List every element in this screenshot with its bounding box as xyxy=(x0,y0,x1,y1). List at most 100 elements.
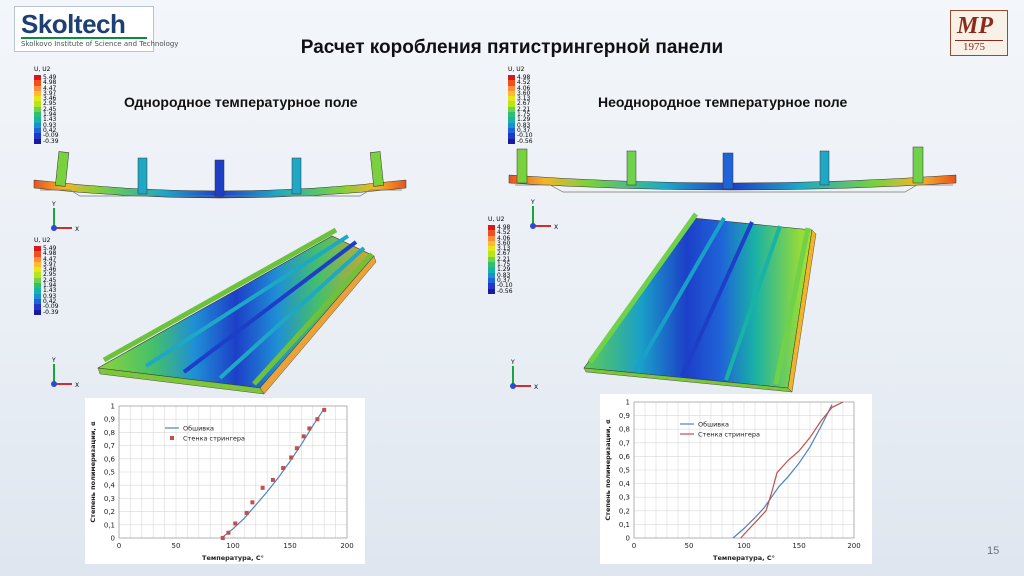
subtitle-nonuniform-field: Неоднородное температурное поле xyxy=(598,94,848,110)
legend-value: 4.47 xyxy=(43,255,57,263)
legend-swatch xyxy=(508,122,515,128)
legend-entry: 2.67 xyxy=(488,250,513,258)
legend-swatch xyxy=(34,277,41,284)
series-stringer-web-marker xyxy=(233,521,238,526)
legend-value: 4.06 xyxy=(497,234,511,242)
legend-value: 1.43 xyxy=(43,116,57,124)
legend-entry: 2.95 xyxy=(34,101,59,107)
y-tick-label: 0,6 xyxy=(619,453,631,461)
legend-entry: 4.47 xyxy=(34,84,59,92)
y-tick-label: 0,8 xyxy=(104,429,115,437)
series-stringer-web-marker xyxy=(307,426,312,431)
legend-value: 4.47 xyxy=(43,84,57,92)
chart-cure-degree-uniform: 0 0,1 0,2 0,3 0,4 0,5 0,6 0,7 0,8 0,9 1 0 50 100 150 20… xyxy=(85,398,365,564)
y-tick-label: 0,2 xyxy=(619,507,630,515)
legend-value: 2.67 xyxy=(497,250,511,258)
legend-entry: 1.29 xyxy=(508,116,533,124)
plot-frame xyxy=(633,401,855,539)
legend-swatch xyxy=(488,230,495,236)
series-stringer-web-marker xyxy=(270,477,275,482)
legend-swatch xyxy=(34,304,41,310)
legend-entry: -0.09 xyxy=(34,133,59,139)
legend-entry: -0.10 xyxy=(488,283,513,289)
legend-swatch xyxy=(508,90,515,97)
skoltech-underline xyxy=(21,37,147,39)
mp-logo: МР 1975 xyxy=(950,10,1008,56)
legend-swatch xyxy=(508,138,515,144)
legend-value: 1.29 xyxy=(517,116,531,124)
y-tick-label: 0,7 xyxy=(619,439,630,447)
mp-divider xyxy=(955,40,1003,41)
legend-swatch xyxy=(488,262,495,268)
y-tick-label: 0,3 xyxy=(619,494,630,502)
axis-triad-right-top: Y X xyxy=(530,199,558,231)
legend-swatch xyxy=(34,256,41,262)
legend-entry: 1.43 xyxy=(34,116,59,124)
legend-label: Стенка стрингера xyxy=(183,435,245,443)
y-tick-label: 0,5 xyxy=(619,467,630,475)
legend-entry: -0.39 xyxy=(34,309,59,315)
legend-entry: 0.93 xyxy=(34,293,59,299)
legend-swatch xyxy=(508,106,515,113)
y-tick-label: 1 xyxy=(626,399,630,407)
legend-swatch xyxy=(34,272,41,278)
legend-entry: 4.98 xyxy=(488,224,513,231)
legend-entry: 4.06 xyxy=(488,234,513,242)
panel-3d-nonuniform xyxy=(583,212,817,393)
x-tick-label: 100 xyxy=(226,542,239,550)
series-stringer-web-marker xyxy=(220,536,225,540)
legend-swatch xyxy=(508,85,515,91)
legend-entry: 2.21 xyxy=(488,256,513,262)
legend-swatch xyxy=(508,117,515,123)
legend-label: Обшивка xyxy=(183,425,214,433)
y-tick-label: 0,7 xyxy=(104,442,115,450)
axis-y-label: Y xyxy=(510,359,515,366)
legend-value: 3.46 xyxy=(43,95,57,103)
legend-swatch xyxy=(34,101,41,107)
legend-value: 5.49 xyxy=(43,245,57,252)
legend-value: 0.83 xyxy=(497,271,511,279)
legend-value: 2.95 xyxy=(43,271,57,279)
legend-value: 1.94 xyxy=(43,282,57,290)
color-legend-right-top: U, U2 4.98 4.52 4.06 3.60 3.13 2.67 2.21 1.75 1.2… xyxy=(508,67,533,144)
legend-entry: 0.83 xyxy=(488,271,513,279)
legend-swatch xyxy=(34,122,41,128)
x-tick-label: 0 xyxy=(117,542,121,550)
legend-value: 2.45 xyxy=(43,105,57,113)
x-tick-label: 150 xyxy=(283,542,296,550)
legend-entry: 1.94 xyxy=(34,282,59,290)
legend-swatch xyxy=(34,133,41,139)
legend-value: 3.60 xyxy=(517,89,531,97)
legend-entry: 4.98 xyxy=(34,80,59,86)
legend-entry: 4.47 xyxy=(34,255,59,263)
series-stringer-web-line xyxy=(740,401,844,539)
axis-y-label: Y xyxy=(530,199,535,206)
y-tick-label: 0,9 xyxy=(104,416,115,424)
axis-triad-left-bottom: Y X xyxy=(51,357,79,389)
legend-swatch xyxy=(508,133,515,139)
legend-entry: 4.06 xyxy=(508,85,533,91)
legend-value: 4.98 xyxy=(497,224,511,231)
legend-entry: 4.98 xyxy=(34,251,59,257)
legend-swatch xyxy=(34,293,41,299)
series-stringer-web-marker xyxy=(315,417,320,422)
legend-swatch xyxy=(508,96,515,102)
y-tick-label: 0,9 xyxy=(619,412,630,420)
legend-entry: 3.97 xyxy=(34,90,59,97)
legend-entry: 5.49 xyxy=(34,74,59,81)
legend-swatch xyxy=(508,101,515,107)
legend-title: U, U2 xyxy=(508,66,525,73)
legend-swatch xyxy=(34,127,41,134)
legend-value: 0.42 xyxy=(43,297,57,305)
legend-entry: 2.21 xyxy=(508,106,533,113)
legend-swatch xyxy=(34,246,41,252)
x-tick-label: 0 xyxy=(632,542,636,550)
x-axis-label: Температура, С° xyxy=(713,554,775,562)
y-axis-label: Степень полимеризации, α xyxy=(604,419,612,521)
mp-year: 1975 xyxy=(963,41,985,53)
axis-x-label: X xyxy=(75,226,79,233)
y-tick-label: 0 xyxy=(626,535,630,543)
series-skin-line xyxy=(221,408,325,539)
legend-entry: 2.67 xyxy=(508,101,533,107)
legend-value: 1.29 xyxy=(497,266,511,274)
